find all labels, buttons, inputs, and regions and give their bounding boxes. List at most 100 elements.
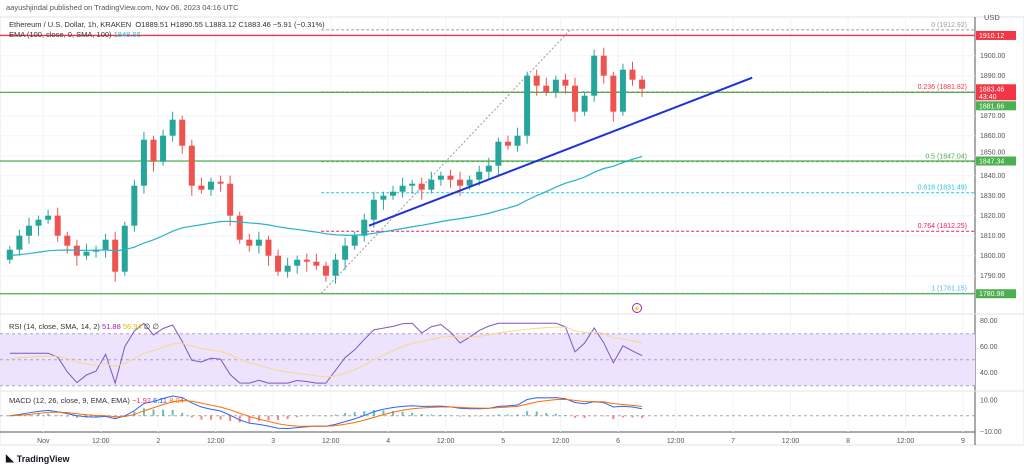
macd-histogram-bar	[420, 414, 423, 416]
macd-histogram-bar	[497, 414, 500, 416]
price-badge-label: 1780.98	[979, 291, 1004, 298]
macd-histogram-bar	[75, 415, 78, 418]
price-tick: 1890.00	[980, 73, 1005, 80]
candle-body	[380, 195, 387, 200]
macd-histogram-bar	[478, 415, 481, 417]
publisher-line: aayushjindal published on TradingView.co…	[6, 3, 239, 12]
candle-body	[284, 265, 291, 272]
macd-histogram-bar	[612, 415, 615, 420]
candle-body	[102, 239, 109, 250]
macd-histogram-bar	[554, 413, 557, 416]
candle-body	[619, 69, 626, 112]
candle-body	[255, 239, 262, 246]
symbol-name: Ethereum / U.S. Dollar, 1h, KRAKEN	[9, 20, 132, 29]
candle-body	[572, 85, 579, 112]
macd-histogram-bar	[162, 409, 165, 416]
time-label: 12:00	[322, 438, 340, 445]
lightning-glyph: ⚡	[633, 305, 640, 313]
tradingview-logo[interactable]: ◣ TradingView	[6, 453, 70, 464]
macd-histogram-bar	[219, 415, 222, 420]
candle-body	[600, 55, 607, 76]
price-badge-label: 1881.66	[979, 103, 1004, 110]
candle-body	[591, 55, 598, 96]
ema-value: 1848.66	[113, 30, 141, 39]
candle-body	[399, 185, 406, 192]
macd-histogram-bar	[621, 415, 624, 418]
candle-body	[495, 141, 502, 166]
macd-histogram-bar	[257, 415, 260, 421]
price-tick: 1830.00	[980, 193, 1005, 200]
macd-histogram-bar	[171, 409, 174, 416]
ema-line	[9, 155, 643, 257]
candle-body	[581, 95, 588, 112]
rsi-value: 51.88	[101, 322, 121, 331]
candle-body	[543, 85, 550, 92]
candle-body	[265, 239, 272, 256]
candle-body	[313, 261, 320, 266]
candle-body	[45, 215, 52, 220]
candle-body	[140, 139, 147, 186]
ema-legend: EMA (100, close, 0, SMA, 100) 1848.66	[9, 30, 141, 39]
time-label: Nov	[37, 438, 50, 445]
candle-body	[198, 185, 205, 190]
candle-body	[639, 79, 646, 89]
rsi-legend: RSI (14, close, SMA, 14, 2) 51.88 56.94 …	[9, 322, 159, 331]
candle-body	[160, 135, 167, 162]
candle-body	[466, 179, 473, 186]
fib-trend-line	[320, 29, 571, 294]
brand-name: TradingView	[16, 453, 70, 464]
macd-histogram-bar	[200, 415, 203, 420]
candle-body	[342, 245, 349, 260]
price-badge-label: 1883.46	[979, 86, 1004, 93]
macd-signal-line	[9, 398, 643, 427]
macd-histogram-bar	[209, 415, 212, 420]
rsi-sma-value: 56.94	[122, 322, 142, 331]
price-badge-label: 1910.12	[979, 33, 1004, 40]
macd-histogram-bar	[181, 412, 184, 416]
time-label: 4	[386, 438, 390, 445]
macd-histogram-bar	[401, 411, 404, 416]
candle-body	[188, 145, 195, 186]
price-tick: 1850.00	[980, 150, 1005, 157]
rsi-tick: 80.00	[980, 318, 998, 325]
macd-histogram-bar	[392, 410, 394, 416]
macd-histogram-bar	[631, 415, 634, 418]
macd-histogram-bar	[152, 409, 155, 416]
price-tick: 1860.00	[980, 133, 1005, 140]
candle-body	[150, 139, 157, 162]
time-label: 9	[961, 438, 965, 445]
macd-tick: −10.00	[980, 429, 1002, 436]
macd-histogram-bar	[430, 414, 433, 416]
macd-histogram-bar	[602, 415, 605, 417]
macd-histogram-bar	[468, 415, 471, 417]
fib-level-label: 1 (1781.15)	[931, 285, 967, 292]
macd-histogram-bar	[449, 415, 452, 417]
macd-histogram-bar	[487, 415, 490, 417]
macd-histogram-bar	[372, 410, 375, 416]
macd-histogram-bar	[545, 413, 548, 416]
price-tick: 1870.00	[980, 113, 1005, 120]
candle-body	[562, 79, 569, 86]
macd-signal-value: 8.04	[169, 396, 184, 405]
candle-body	[6, 249, 13, 260]
macd-histogram-bar	[526, 411, 529, 416]
candle-body	[629, 69, 636, 80]
candle-body	[207, 181, 214, 190]
price-tick: 1800.00	[980, 253, 1005, 260]
time-label: 12:00	[92, 438, 110, 445]
time-label: 7	[731, 438, 735, 445]
fib-level-label: 0.764 (1812.25)	[918, 223, 967, 230]
time-label: 2	[156, 438, 160, 445]
candle-body	[54, 215, 61, 236]
macd-histogram-bar	[363, 411, 366, 416]
macd-histogram-bar	[593, 415, 596, 417]
currency-label[interactable]: USD	[984, 13, 1000, 22]
rsi-label: RSI (14, close, SMA, 14, 2)	[9, 322, 100, 331]
price-badge	[976, 101, 1016, 111]
macd-histogram-bar	[95, 415, 98, 418]
time-label: 12:00	[667, 438, 685, 445]
candle-body	[533, 75, 540, 86]
rsi-sma-line	[9, 326, 643, 378]
macd-histogram-bar	[37, 413, 40, 416]
